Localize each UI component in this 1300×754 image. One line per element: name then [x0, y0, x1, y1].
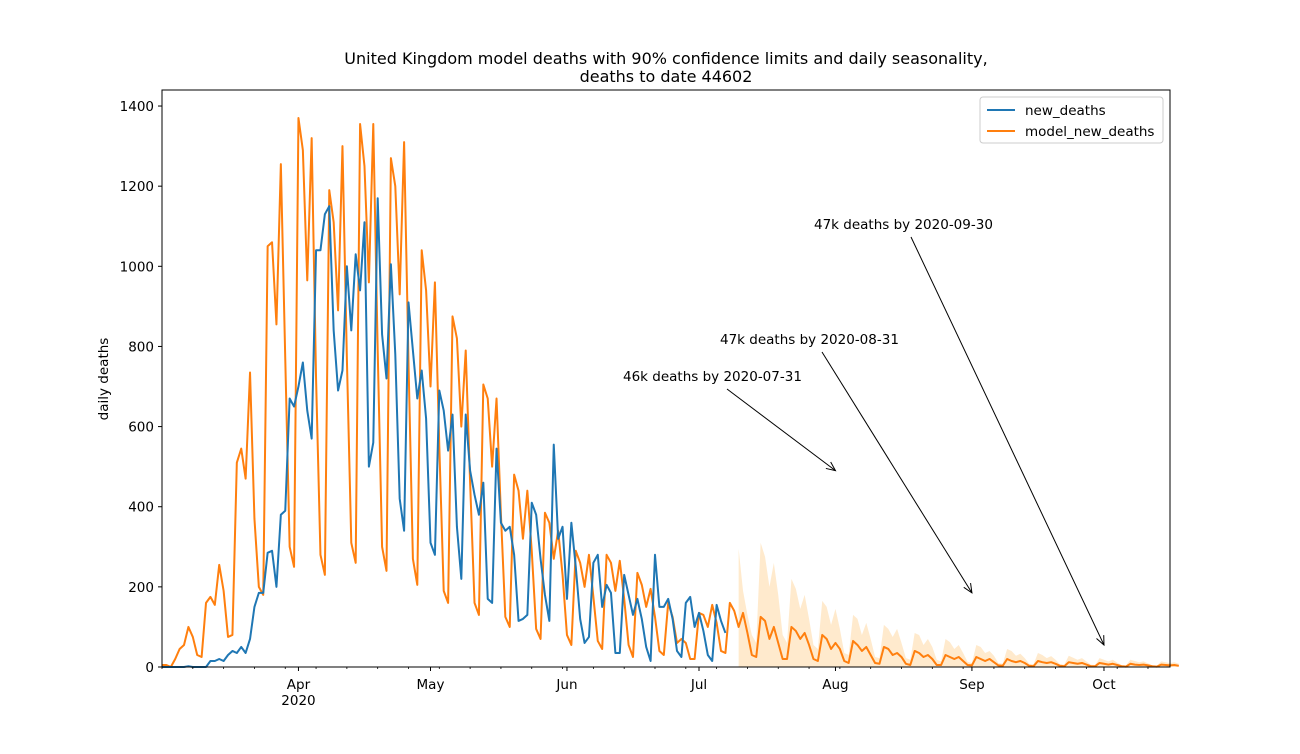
x-tick-label: Oct — [1092, 677, 1115, 693]
chart-title-line2: deaths to date 44602 — [580, 67, 753, 86]
x-tick-label: Jun — [555, 677, 577, 693]
series-layer — [162, 117, 1179, 668]
y-tick-label: 400 — [128, 500, 154, 516]
confidence-band-layer — [738, 542, 1179, 667]
x-tick-label: Apr — [287, 677, 311, 693]
x-tick-label: Aug — [822, 677, 848, 693]
annotation-arrow-head — [825, 461, 837, 472]
x-tick-sublabel: 2020 — [281, 693, 315, 709]
annotation-arrow-line — [726, 388, 836, 472]
annotation-label: 47k deaths by 2020-09-30 — [814, 217, 993, 233]
y-tick-label: 1400 — [120, 99, 154, 115]
annotation-arrow-line — [821, 351, 973, 594]
y-tick-label: 0 — [145, 660, 154, 676]
x-tick-label: Jul — [690, 677, 707, 693]
annotation-arrow-head — [1096, 635, 1105, 647]
y-tick-label: 800 — [128, 339, 154, 355]
annotation-label: 46k deaths by 2020-07-31 — [623, 369, 802, 385]
y-axis-label: daily deaths — [96, 338, 112, 421]
chart-title-line1: United Kingdom model deaths with 90% con… — [344, 49, 987, 68]
y-tick-label: 1000 — [120, 259, 154, 275]
y-tick-label: 600 — [128, 420, 154, 436]
y-tick-label: 1200 — [120, 179, 154, 195]
series-line-model-new-deaths — [162, 117, 1179, 668]
x-tick-label: May — [417, 677, 445, 693]
annotation-arrow-line — [910, 236, 1105, 646]
series-line-new-deaths — [162, 197, 727, 668]
legend-box — [979, 96, 1164, 144]
legend-label-new-deaths: new_deaths — [1025, 103, 1106, 119]
confidence-band-area — [738, 542, 1179, 667]
annotation-label: 47k deaths by 2020-08-31 — [720, 332, 899, 348]
legend: new_deaths model_new_deaths — [979, 96, 1164, 144]
y-tick-label: 200 — [128, 580, 154, 596]
legend-label-model-new-deaths: model_new_deaths — [1025, 124, 1154, 140]
y-axis: 0 200 400 600 800 1000 1200 1400 — [120, 99, 162, 676]
plot-area-frame — [161, 89, 1171, 668]
annotation-arrow-head — [963, 583, 973, 594]
annotations-layer: 46k deaths by 2020-07-31 47k deaths by 20… — [623, 217, 1105, 647]
x-tick-label: Sep — [959, 677, 984, 693]
